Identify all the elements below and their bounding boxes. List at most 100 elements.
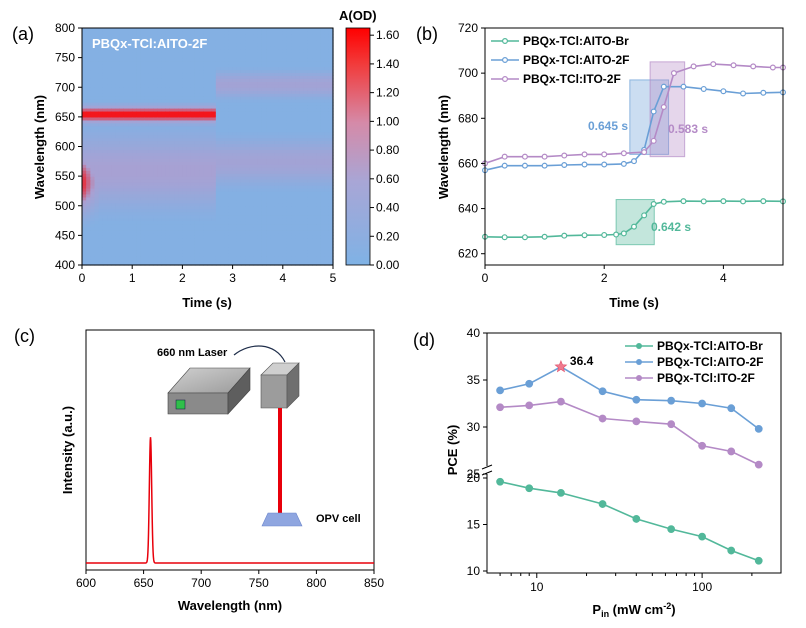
heatmap-cell: [161, 256, 167, 260]
heatmap-cell: [270, 241, 276, 245]
heatmap-cell: [249, 193, 255, 198]
heatmap-cell: [282, 75, 288, 79]
heatmap-cell: [328, 155, 334, 159]
heatmap-cell: [278, 102, 284, 106]
heatmap-cell: [266, 45, 271, 50]
heatmap-cell: [132, 226, 137, 231]
heatmap-cell: [174, 30, 179, 35]
heatmap-cell: [144, 87, 150, 91]
heatmap-cell: [261, 39, 267, 44]
heatmap-cell: [291, 176, 296, 180]
heatmap-cell: [132, 220, 137, 225]
heatmap-cell: [90, 176, 96, 180]
heatmap-cell: [324, 199, 330, 204]
heatmap-cell: [236, 146, 242, 151]
heatmap-cell: [169, 167, 175, 171]
heatmap-cell: [94, 63, 100, 68]
heatmap-cell: [203, 223, 209, 228]
heatmap-cell: [303, 48, 309, 53]
heatmap-cell: [253, 220, 259, 225]
heatmap-cell: [240, 122, 246, 127]
heatmap-cell: [203, 140, 209, 145]
heatmap-cell: [123, 259, 129, 263]
heatmap-cell: [320, 155, 326, 159]
heatmap-cell: [123, 93, 129, 97]
heatmap-cell: [182, 232, 188, 236]
heatmap-cell: [266, 105, 271, 109]
heatmap-cell: [157, 167, 163, 171]
heatmap-cell: [94, 60, 100, 65]
y-tick-label: 660: [458, 156, 478, 170]
heatmap-cell: [148, 164, 154, 168]
heatmap-cell: [253, 214, 259, 219]
heatmap-cell: [207, 72, 213, 76]
heatmap-cell: [86, 238, 91, 242]
heatmap-cell: [102, 33, 108, 38]
y-tick-label: 550: [55, 169, 75, 183]
heatmap-cell: [303, 28, 309, 32]
heatmap-cell: [161, 146, 167, 151]
heatmap-cell: [295, 205, 301, 210]
heatmap-cell: [232, 161, 238, 165]
heatmap-cell: [278, 146, 284, 151]
heatmap-cell: [282, 199, 288, 204]
heatmap-cell: [303, 253, 309, 257]
heatmap-cell: [107, 48, 112, 53]
heatmap-cell: [245, 232, 250, 236]
heatmap-cell: [174, 125, 179, 130]
heatmap-cell: [102, 110, 108, 115]
heatmap-cell: [115, 217, 121, 222]
heatmap-cell: [82, 170, 87, 174]
heatmap-cell: [174, 57, 179, 62]
heatmap-cell: [282, 143, 288, 148]
heatmap-cell: [132, 78, 137, 82]
heatmap-cell: [169, 241, 175, 245]
heatmap-cell: [82, 193, 87, 198]
heatmap-cell: [295, 161, 301, 165]
heatmap-cell: [90, 220, 96, 225]
heatmap-cell: [316, 54, 322, 59]
heatmap-cell: [153, 116, 158, 121]
heatmap-cell: [136, 152, 142, 156]
heatmap-cell: [240, 182, 246, 186]
heatmap-cell: [328, 167, 334, 171]
heatmap-cell: [274, 63, 280, 68]
heatmap-cell: [278, 250, 284, 254]
heatmap-cell: [115, 105, 121, 109]
heatmap-cell: [115, 256, 121, 260]
heatmap-cell: [157, 158, 163, 162]
heatmap-cell: [90, 45, 96, 50]
heatmap-cell: [140, 51, 146, 56]
heatmap-cell: [207, 87, 213, 91]
heatmap-cell: [169, 51, 175, 56]
heatmap-cell: [194, 54, 200, 59]
heatmap-cell: [190, 36, 196, 41]
heatmap-cell: [261, 87, 267, 91]
heatmap-cell: [115, 125, 121, 130]
heatmap-cell: [320, 262, 326, 266]
colorbar-tick-label: 0.40: [376, 201, 400, 215]
heatmap-cell: [102, 137, 108, 142]
heatmap-cell: [245, 235, 250, 239]
heatmap-cell: [161, 226, 167, 231]
heatmap-cell: [303, 217, 309, 222]
heatmap-cell: [303, 176, 309, 180]
heatmap-cell: [178, 122, 183, 127]
heatmap-cell: [303, 220, 309, 225]
heatmap-cell: [257, 173, 263, 177]
heatmap-cell: [274, 143, 280, 148]
heatmap-cell: [128, 42, 133, 47]
heatmap-cell: [186, 241, 192, 245]
heatmap-cell: [261, 229, 267, 234]
heatmap-cell: [261, 122, 267, 127]
heatmap-cell: [224, 179, 230, 183]
heatmap-cell: [165, 45, 171, 50]
heatmap-cell: [220, 96, 225, 100]
heatmap-cell: [324, 164, 330, 168]
heatmap-cell: [94, 107, 100, 112]
heatmap-cell: [270, 182, 276, 186]
heatmap-cell: [266, 223, 271, 228]
heatmap-cell: [274, 214, 280, 219]
heatmap-cell: [178, 217, 183, 222]
